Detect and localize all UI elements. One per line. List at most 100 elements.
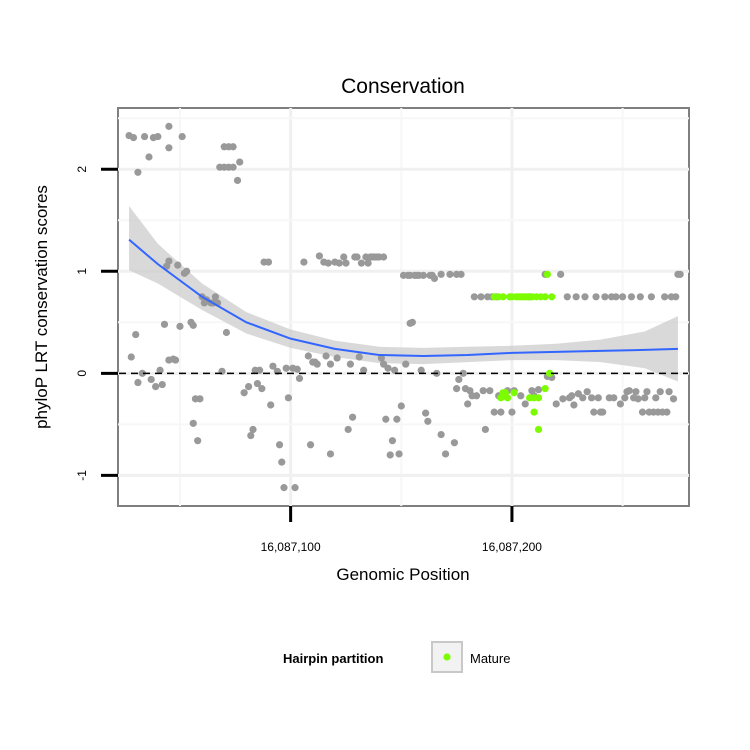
other-point [315,252,323,260]
other-point [588,394,596,402]
other-point [284,394,293,402]
other-point [229,143,237,151]
other-point [229,163,237,171]
other-point [552,400,560,408]
x-tick-label: 16,087,200 [482,540,542,554]
y-tick-label: 1 [75,268,89,275]
other-point [360,366,368,374]
other-point [672,293,680,301]
data-points [125,122,684,492]
other-point [379,253,388,261]
other-point [486,387,494,395]
other-point [132,330,140,339]
other-point [264,258,273,266]
other-point [441,450,450,458]
other-point [521,400,529,408]
other-point [568,392,576,400]
other-point [196,395,204,403]
other-point [145,153,153,161]
other-point [322,352,330,360]
other-point [280,484,288,492]
other-point [477,293,485,301]
legend-key-mature-dot [443,653,451,661]
legend-title: Hairpin partition [283,651,383,666]
other-point [364,259,372,267]
other-point [253,379,262,388]
other-point [627,293,636,301]
other-point [129,133,138,142]
mature-point [541,385,549,393]
mature-point [499,293,507,301]
other-point [211,293,219,301]
other-point [313,360,321,368]
other-point [377,354,385,362]
other-point [222,328,231,337]
other-point [430,274,439,283]
other-point [665,388,673,396]
other-point [559,395,567,403]
other-point [594,394,602,402]
other-point [194,437,202,445]
other-point [395,450,403,458]
plot-panel [117,107,690,507]
mature-point [534,425,543,434]
other-point [171,356,180,364]
other-point [324,259,332,267]
other-point [295,374,304,383]
other-point [497,408,505,416]
other-point [590,408,598,416]
other-point [446,270,454,278]
mature-point [534,394,543,402]
mature-point [530,408,538,416]
other-point [612,293,620,301]
other-point [134,168,142,176]
other-point [388,437,397,445]
other-point [189,419,197,427]
x-axis-title: Genomic Position [336,565,469,584]
other-point [138,369,146,377]
other-point [269,362,277,370]
other-point [632,388,640,396]
other-point [643,388,651,396]
other-point [278,458,286,466]
other-point [601,293,609,301]
other-point [450,439,459,447]
other-point [326,450,335,458]
other-point [563,293,571,301]
other-point [391,366,399,374]
confidence-ribbon [129,205,678,382]
other-point [481,425,489,434]
other-point [636,293,644,301]
other-point [176,322,184,330]
other-point [154,132,162,141]
other-point [165,144,173,152]
legend: Hairpin partition Mature [283,641,510,673]
mature-point [545,369,554,377]
y-axis: -1 0 1 2 [75,166,118,481]
y-tick-label: -1 [75,470,89,481]
other-point [625,387,633,395]
other-point [178,132,186,141]
mature-point [543,270,551,278]
other-point [282,364,290,372]
other-point [306,441,315,449]
other-point [244,383,253,391]
other-point [333,354,341,362]
other-point [147,375,155,384]
other-point [424,417,432,425]
other-point [619,293,627,301]
other-point [346,360,354,368]
other-point [517,392,525,400]
other-point [621,394,629,402]
other-point [240,389,248,397]
other-point [386,451,394,459]
other-point [348,413,357,421]
other-point [236,158,244,166]
other-point [437,430,445,439]
smooth-trend-line [128,238,678,357]
other-point [189,321,197,329]
other-point [355,353,363,361]
other-point [342,259,350,267]
other-point [572,293,580,301]
confidence-ribbon-layer [129,205,678,382]
